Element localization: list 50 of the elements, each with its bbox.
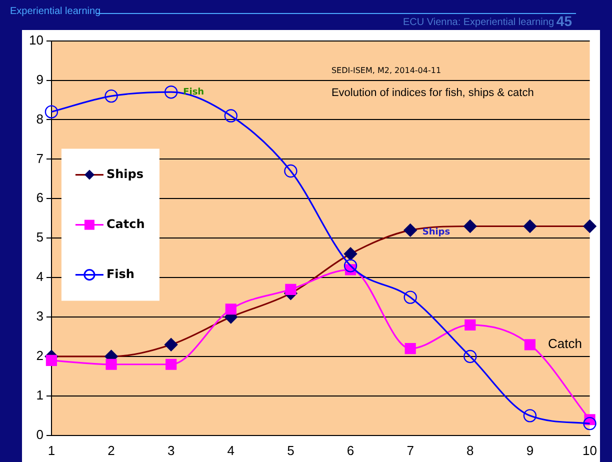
text: Evolution of indices for fish, ships & catch bbox=[331, 86, 534, 99]
legend-label: Fish bbox=[106, 266, 134, 281]
point bbox=[104, 89, 118, 103]
y-tick-label: 0 bbox=[36, 426, 44, 442]
y-tick-label: 1 bbox=[36, 388, 44, 403]
text: 45 bbox=[556, 13, 572, 29]
x-tick-label: 1 bbox=[48, 442, 56, 458]
point bbox=[344, 259, 358, 272]
x-tick-label: 10 bbox=[582, 442, 598, 458]
x-tick-label: 7 bbox=[406, 442, 414, 458]
point bbox=[524, 339, 536, 350]
y-tick-label: 6 bbox=[36, 190, 44, 206]
point bbox=[583, 416, 596, 430]
x-tick-label: 6 bbox=[346, 442, 354, 458]
point bbox=[464, 350, 477, 364]
x-tick-label: 3 bbox=[167, 442, 175, 458]
text: ECU Vienna: Experiential learning bbox=[402, 17, 554, 28]
x-tick-label: 4 bbox=[227, 442, 235, 458]
point bbox=[404, 343, 416, 354]
point bbox=[164, 86, 178, 99]
point bbox=[404, 290, 417, 304]
text: Experiential learning bbox=[10, 6, 101, 17]
point bbox=[166, 358, 177, 370]
x-tick-label: 2 bbox=[108, 442, 115, 458]
y-tick-label: 2 bbox=[36, 348, 44, 364]
y-tick-label: 7 bbox=[36, 150, 44, 166]
annotation: Catch bbox=[548, 336, 582, 352]
legend-label: Ships bbox=[106, 166, 144, 181]
y-tick-label: 3 bbox=[36, 308, 44, 324]
y-tick-label: 5 bbox=[36, 230, 44, 245]
annotation: Fish bbox=[183, 87, 204, 98]
y-tick-label: 9 bbox=[36, 72, 44, 87]
point bbox=[46, 354, 58, 366]
y-tick-label: 8 bbox=[36, 111, 44, 126]
y-tick-label: 4 bbox=[36, 269, 44, 284]
annotation: Ships bbox=[422, 228, 450, 238]
y-tick-label: 10 bbox=[28, 32, 44, 48]
point bbox=[284, 164, 298, 178]
annotation: SEDI-ISEM, M2, 2014-04-11 bbox=[331, 66, 442, 75]
point bbox=[285, 284, 296, 295]
point bbox=[464, 319, 476, 330]
legend-label: Catch bbox=[106, 216, 145, 231]
x-tick-label: 9 bbox=[526, 442, 534, 458]
point bbox=[225, 304, 236, 315]
point bbox=[523, 409, 537, 422]
x-tick-label: 8 bbox=[466, 442, 474, 458]
point bbox=[106, 358, 117, 370]
point bbox=[44, 105, 58, 118]
x-tick-label: 5 bbox=[287, 442, 294, 458]
point bbox=[224, 109, 238, 122]
